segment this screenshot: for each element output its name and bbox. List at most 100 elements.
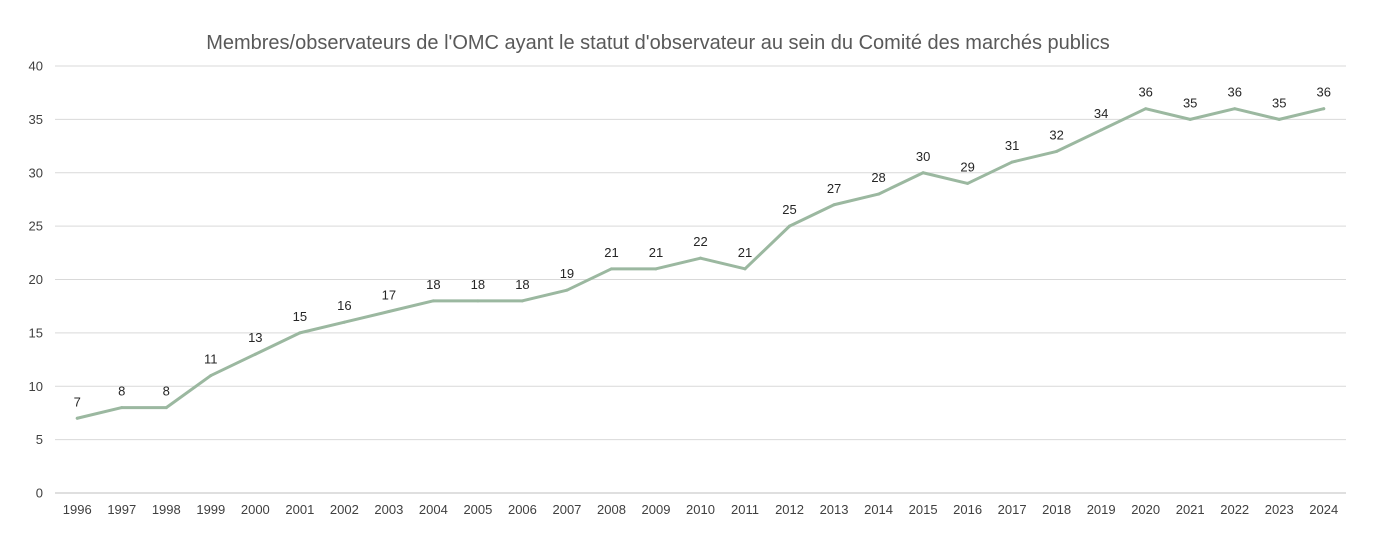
data-point [1010,160,1014,164]
data-label: 13 [248,330,262,345]
x-tick-label: 2024 [1309,502,1338,517]
x-tick-label: 2018 [1042,502,1071,517]
data-label: 22 [693,234,707,249]
x-tick-label: 1997 [107,502,136,517]
x-axis: 1996 1997 1998 1999 2000 2001 2002 2003 2004 2005… [63,502,1338,517]
x-tick-label: 1999 [196,502,225,517]
data-label: 30 [916,149,930,164]
y-tick-label: 30 [29,165,43,180]
data-label: 16 [337,298,351,313]
x-tick-label: 2000 [241,502,270,517]
y-tick-label: 10 [29,379,43,394]
data-label: 11 [204,352,218,367]
x-tick-label: 2022 [1220,502,1249,517]
data-point [654,267,658,271]
data-point [1233,107,1237,111]
y-tick-label: 25 [29,219,43,234]
data-point [832,203,836,207]
data-label: 18 [426,277,440,292]
data-point [1055,149,1059,153]
gridlines [55,65,1346,494]
data-point [342,320,346,324]
data-label: 21 [649,245,663,260]
x-tick-label: 2006 [508,502,537,517]
data-point [1322,107,1326,111]
data-label: 21 [604,245,618,260]
x-tick-label: 2023 [1265,502,1294,517]
x-tick-label: 2005 [463,502,492,517]
chart-title: Membres/observateurs de l'OMC ayant le s… [206,32,1110,54]
x-tick-label: 2012 [775,502,804,517]
x-tick-label: 2020 [1131,502,1160,517]
data-label: 25 [782,202,796,217]
data-point [743,267,747,271]
data-point [609,267,613,271]
data-label: 35 [1183,95,1197,110]
x-tick-label: 2010 [686,502,715,517]
data-label: 27 [827,181,841,196]
y-tick-label: 20 [29,272,43,287]
y-axis: 0 5 10 15 20 25 30 35 40 [29,59,43,501]
y-tick-label: 15 [29,325,43,340]
x-tick-label: 2016 [953,502,982,517]
data-label: 36 [1138,85,1152,100]
data-point [1099,128,1103,132]
y-tick-label: 5 [36,432,43,447]
data-label: 35 [1272,95,1286,110]
data-point [476,299,480,303]
data-point [921,171,925,175]
data-label: 36 [1317,85,1331,100]
data-label: 18 [515,277,529,292]
x-tick-label: 2008 [597,502,626,517]
data-point [1277,117,1281,121]
data-label: 31 [1005,138,1019,153]
data-point [877,192,881,196]
data-point [209,374,213,378]
data-point [253,352,257,356]
data-point [120,406,124,410]
data-point [298,331,302,335]
x-tick-label: 2001 [285,502,314,517]
x-tick-label: 2021 [1176,502,1205,517]
x-tick-label: 2013 [820,502,849,517]
x-tick-label: 1998 [152,502,181,517]
x-tick-label: 2002 [330,502,359,517]
data-label: 32 [1049,127,1063,142]
data-label: 29 [960,159,974,174]
series-line [75,107,1326,420]
data-point [1188,117,1192,121]
data-point [431,299,435,303]
data-point [1144,107,1148,111]
data-point [520,299,524,303]
data-label: 21 [738,245,752,260]
y-tick-label: 0 [36,486,43,501]
data-label: 17 [382,288,396,303]
data-label: 34 [1094,106,1108,121]
data-label: 15 [293,309,307,324]
x-tick-label: 2003 [374,502,403,517]
data-label: 36 [1227,85,1241,100]
data-label: 7 [74,394,81,409]
data-point [966,181,970,185]
x-tick-label: 2014 [864,502,893,517]
x-tick-label: 2017 [998,502,1027,517]
data-label: 8 [118,384,125,399]
data-label: 8 [163,384,170,399]
data-point [164,406,168,410]
x-tick-label: 2004 [419,502,448,517]
data-point [387,310,391,314]
data-label: 19 [560,266,574,281]
data-point [699,256,702,260]
data-label: 28 [871,170,885,185]
x-tick-label: 1996 [63,502,92,517]
x-tick-label: 2007 [552,502,581,517]
data-label: 18 [471,277,485,292]
data-point [788,224,792,228]
data-labels: 7 8 8 11 13 15 16 17 18 18 18 19 21 21 22 21 25 27 28 30 29 3… [74,85,1331,410]
x-tick-label: 2015 [909,502,938,517]
y-tick-label: 35 [29,112,43,127]
y-tick-label: 40 [29,59,43,74]
x-tick-label: 2011 [731,502,759,517]
